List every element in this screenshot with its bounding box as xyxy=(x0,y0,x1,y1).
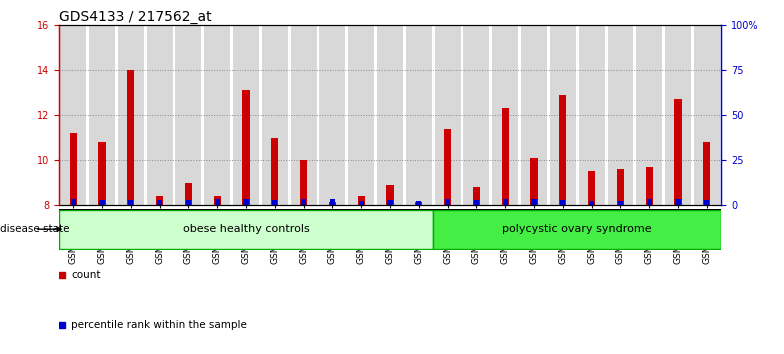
Bar xyxy=(665,25,691,205)
Text: GDS4133 / 217562_at: GDS4133 / 217562_at xyxy=(59,10,212,24)
Bar xyxy=(233,25,259,205)
Text: percentile rank within the sample: percentile rank within the sample xyxy=(71,320,247,330)
Bar xyxy=(330,199,335,205)
Bar xyxy=(300,160,307,205)
Bar xyxy=(272,200,278,205)
Bar xyxy=(291,25,317,205)
Bar xyxy=(100,200,104,205)
Bar xyxy=(319,25,346,205)
Bar xyxy=(445,199,450,205)
Bar xyxy=(589,201,594,205)
Text: polycystic ovary syndrome: polycystic ovary syndrome xyxy=(503,224,652,234)
Bar xyxy=(637,25,662,205)
Bar xyxy=(348,25,374,205)
Bar xyxy=(271,138,278,205)
Bar xyxy=(118,25,143,205)
Bar xyxy=(550,25,575,205)
Bar xyxy=(358,201,364,205)
Bar xyxy=(387,200,393,205)
Bar xyxy=(561,200,565,205)
Text: obese healthy controls: obese healthy controls xyxy=(183,224,310,234)
Bar xyxy=(416,202,423,205)
Bar xyxy=(262,25,288,205)
Bar xyxy=(532,199,537,205)
Bar xyxy=(579,25,604,205)
Bar xyxy=(358,196,365,205)
Bar xyxy=(156,196,163,205)
Bar xyxy=(559,95,567,205)
Bar xyxy=(185,183,192,205)
Bar xyxy=(703,142,710,205)
Bar xyxy=(521,25,547,205)
Bar xyxy=(129,200,133,205)
Bar xyxy=(647,199,652,205)
Bar xyxy=(213,196,221,205)
Bar xyxy=(502,108,509,205)
Text: disease state: disease state xyxy=(0,224,70,234)
Bar xyxy=(89,25,115,205)
Bar xyxy=(463,25,489,205)
Bar xyxy=(328,202,336,205)
Bar xyxy=(474,200,479,205)
Bar xyxy=(531,158,538,205)
Bar xyxy=(71,199,76,205)
Bar xyxy=(176,25,201,205)
Bar xyxy=(242,90,249,205)
Bar xyxy=(406,25,432,205)
Bar xyxy=(59,210,434,249)
Bar xyxy=(434,25,461,205)
Bar xyxy=(608,25,633,205)
Bar xyxy=(618,201,623,205)
Bar xyxy=(588,171,595,205)
Bar xyxy=(503,199,508,205)
Bar xyxy=(617,169,624,205)
Text: count: count xyxy=(71,270,101,280)
Bar xyxy=(99,142,106,205)
Bar xyxy=(704,200,710,205)
Bar xyxy=(694,25,720,205)
Bar xyxy=(377,25,403,205)
Bar xyxy=(646,167,653,205)
Bar xyxy=(387,185,394,205)
Bar xyxy=(301,199,307,205)
Bar xyxy=(205,25,230,205)
Bar xyxy=(674,99,681,205)
Bar xyxy=(243,199,249,205)
Bar xyxy=(676,199,681,205)
Bar xyxy=(416,201,422,205)
Bar xyxy=(444,129,452,205)
Bar xyxy=(473,187,480,205)
Bar xyxy=(157,200,162,205)
Bar xyxy=(492,25,518,205)
Bar xyxy=(60,25,86,205)
Bar xyxy=(127,70,134,205)
Bar xyxy=(70,133,77,205)
Bar xyxy=(186,200,191,205)
Bar xyxy=(434,210,721,249)
Bar xyxy=(147,25,172,205)
Bar xyxy=(215,199,220,205)
